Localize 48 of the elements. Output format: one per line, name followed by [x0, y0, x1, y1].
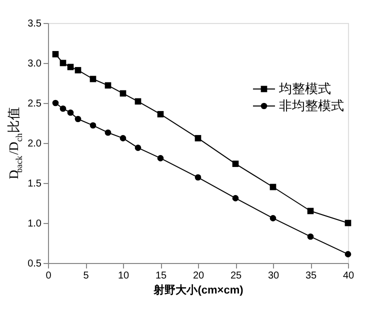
point	[104, 82, 112, 89]
x-tick-label: 10	[118, 270, 130, 282]
x-axis-title: 射野大小(cm×cm)	[152, 284, 244, 296]
point	[120, 135, 126, 142]
y-tick-label: 3.0	[28, 58, 42, 70]
point	[120, 90, 126, 97]
point	[157, 155, 164, 162]
point	[67, 109, 74, 116]
y-tick-label: 1.0	[28, 218, 42, 230]
point	[307, 208, 314, 214]
point	[67, 64, 74, 70]
point	[307, 233, 314, 240]
point	[270, 184, 276, 190]
point	[344, 251, 352, 258]
point	[232, 160, 239, 167]
point	[232, 195, 239, 202]
y-tick-label: 3.5	[28, 18, 42, 30]
point	[60, 105, 66, 112]
y-tick-label: 2.5	[28, 98, 42, 110]
point	[344, 220, 352, 226]
point	[74, 67, 82, 74]
point	[157, 111, 164, 118]
point	[194, 135, 202, 142]
point	[90, 76, 96, 82]
y-axis-title: Dback/Dch比值	[6, 106, 24, 180]
legend-label: 非均整模式	[279, 98, 344, 113]
point	[74, 116, 82, 122]
point	[270, 215, 276, 222]
x-tick-label: 25	[230, 270, 242, 282]
y-tick-label: 0.5	[28, 258, 42, 270]
point	[134, 98, 142, 105]
y-tick-label: 2.0	[28, 138, 42, 150]
x-tick-label: 40	[342, 270, 354, 282]
point	[104, 129, 112, 136]
point	[52, 51, 59, 58]
point	[52, 100, 59, 106]
y-tick-label: 1.5	[28, 178, 42, 190]
point	[134, 144, 142, 151]
point	[60, 60, 66, 66]
x-tick-label: 15	[155, 270, 167, 282]
point	[90, 122, 96, 129]
x-tick-label: 0	[46, 270, 52, 282]
x-tick-label: 35	[305, 270, 317, 282]
legend-label: 均整模式	[278, 81, 331, 96]
point	[194, 174, 202, 181]
x-tick-label: 5	[83, 270, 90, 282]
x-tick-label: 30	[268, 270, 280, 282]
x-tick-label: 20	[192, 270, 204, 282]
